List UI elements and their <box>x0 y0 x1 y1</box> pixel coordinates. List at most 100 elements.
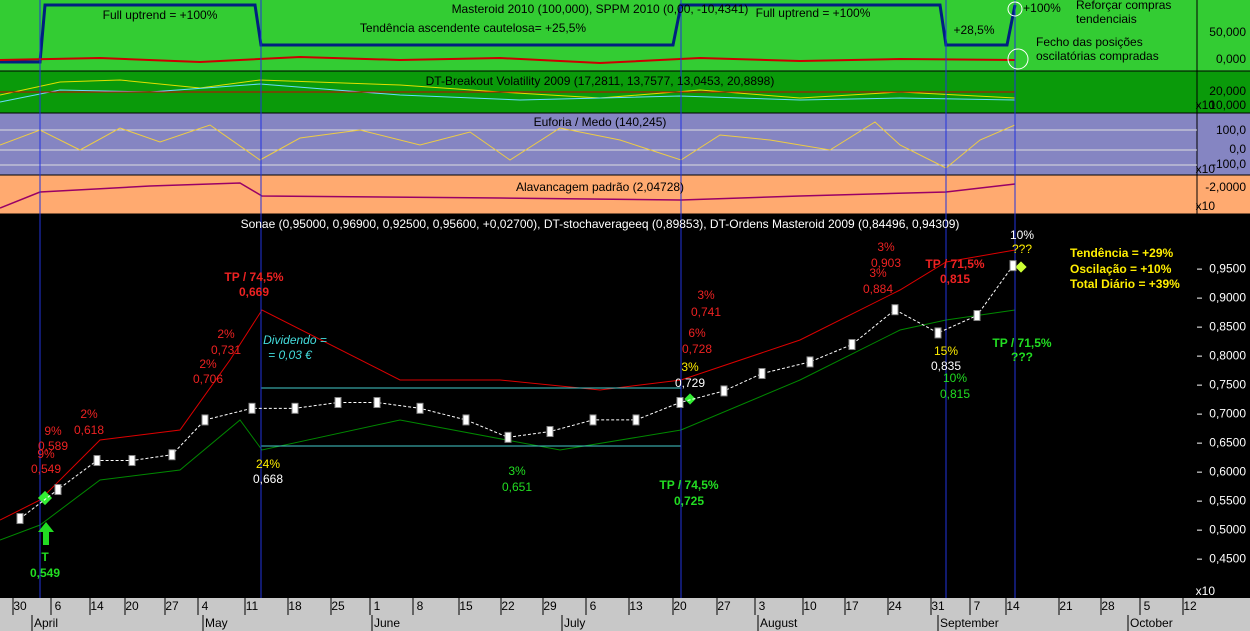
annotation: ??? <box>1011 350 1033 364</box>
annotation: Dividendo = <box>263 333 327 347</box>
x-tick-label: 20 <box>673 599 687 613</box>
price-point <box>373 397 381 409</box>
month-label: July <box>564 616 585 630</box>
annotation: 0,903 <box>871 256 901 270</box>
annotation: 3% <box>869 266 887 280</box>
annotation: 3% <box>508 464 526 478</box>
annotation: TP / 74,5% <box>659 478 718 492</box>
annotation: 0,618 <box>74 423 104 437</box>
annotation: Tendência = +29% <box>1070 246 1173 260</box>
x-tick-label: 24 <box>888 599 902 613</box>
top-annotation: oscilatórias compradas <box>1036 49 1159 63</box>
price-point <box>1009 260 1017 272</box>
panel-title: Euforia / Medo (140,245) <box>534 115 667 129</box>
annotation: 2% <box>199 357 217 371</box>
annotation: 6% <box>688 326 706 340</box>
price-point <box>973 310 981 322</box>
x-tick-label: 31 <box>931 599 945 613</box>
date-axis <box>0 598 1250 631</box>
annotation: 2% <box>80 407 98 421</box>
x-tick-label: 28 <box>1101 599 1115 613</box>
upper-band <box>0 249 1016 521</box>
marker <box>684 393 696 405</box>
annotation: Oscilação = +10% <box>1070 262 1172 276</box>
x-tick-label: 11 <box>246 599 259 613</box>
annotation: 0,669 <box>239 285 269 299</box>
alavancagem-panel <box>0 175 1250 214</box>
price-point <box>16 513 24 525</box>
top-annotation: tendenciais <box>1076 12 1137 26</box>
x-tick-label: 14 <box>90 599 104 613</box>
x-tick-label: 27 <box>165 599 179 613</box>
x-tick-label: 20 <box>125 599 139 613</box>
volatility-line <box>0 83 1016 103</box>
annotation: = 0,03 € <box>268 348 313 362</box>
signal-lines <box>39 0 1016 598</box>
top-annotation: Full uptrend = +100% <box>103 8 218 22</box>
month-label: August <box>760 616 798 630</box>
price-point <box>416 402 424 414</box>
x-tick-label: 7 <box>974 599 981 613</box>
panel-tick-label: -2,0000 <box>1205 180 1246 194</box>
x-tick-label: 29 <box>543 599 557 613</box>
annotation: 24% <box>256 457 280 471</box>
annotation: 3% <box>877 240 895 254</box>
x-tick-label: 1 <box>374 599 381 613</box>
annotation: 0,706 <box>193 372 223 386</box>
price-point <box>934 327 942 339</box>
month-label: April <box>34 616 58 630</box>
volatility-line <box>0 79 1016 99</box>
price-point <box>632 414 640 426</box>
price-point <box>504 431 512 443</box>
axis-multiplier: x10 <box>1196 584 1216 598</box>
top-annotation: Full uptrend = +100% <box>756 6 871 20</box>
annotation: 9% <box>44 424 62 438</box>
y-tick-label: 0,6000 <box>1209 464 1246 478</box>
x-tick-label: 3 <box>759 599 766 613</box>
annotation: 2% <box>217 327 235 341</box>
sppm-line <box>0 55 1016 65</box>
panel-tick-label: x10 <box>1196 162 1216 176</box>
panel-tick-label: 0,0 <box>1229 142 1246 156</box>
price-point <box>758 368 766 380</box>
x-tick-label: 27 <box>717 599 731 613</box>
annotation: 0,725 <box>674 494 704 508</box>
lower-band <box>0 309 1016 541</box>
x-tick-label: 25 <box>331 599 345 613</box>
price-point <box>128 455 136 467</box>
panel-title: DT-Breakout Volatility 2009 (17,2811, 13… <box>426 74 775 88</box>
annotation: 0,815 <box>940 387 970 401</box>
price-point <box>54 484 62 496</box>
annotation: 0,741 <box>691 305 721 319</box>
annotation: 0,668 <box>253 472 283 486</box>
y-tick-label: 0,7500 <box>1209 377 1246 391</box>
price-point <box>806 356 814 368</box>
buy-arrow <box>38 522 54 545</box>
annotation: 0,835 <box>931 359 961 373</box>
top-annotation: Reforçar compras <box>1076 0 1171 12</box>
annotation: TP / 71,5% <box>992 336 1051 350</box>
annotation: 0,549 <box>30 566 60 580</box>
annotation: 3% <box>681 360 699 374</box>
x-tick-label: 21 <box>1059 599 1073 613</box>
price-point <box>248 402 256 414</box>
annotation: 0,589 <box>38 439 68 453</box>
price-point <box>848 339 856 351</box>
chart-title: Sonae (0,95000, 0,96900, 0,92500, 0,9560… <box>241 217 960 231</box>
y-tick-label: 0,9000 <box>1209 290 1246 304</box>
panel-title: Masteroid 2010 (100,000), SPPM 2010 (0,0… <box>452 2 749 16</box>
panel-tick-label: 0,000 <box>1216 52 1246 66</box>
y-tick-label: 0,8500 <box>1209 319 1246 333</box>
annotation: TP / 74,5% <box>224 270 283 284</box>
month-label: September <box>940 616 999 630</box>
panel-title: Alavancagem padrão (2,04728) <box>516 180 684 194</box>
y-tick-label: 0,9500 <box>1209 261 1246 275</box>
annotation: 15% <box>934 344 958 358</box>
masteroid-line <box>0 3 1017 64</box>
x-tick-label: 5 <box>1144 599 1151 613</box>
annotation: 0,729 <box>675 376 705 390</box>
y-tick-label: 0,7000 <box>1209 406 1246 420</box>
x-tick-label: 15 <box>459 599 473 613</box>
annotation: 10% <box>943 371 967 385</box>
x-tick-label: 17 <box>845 599 859 613</box>
